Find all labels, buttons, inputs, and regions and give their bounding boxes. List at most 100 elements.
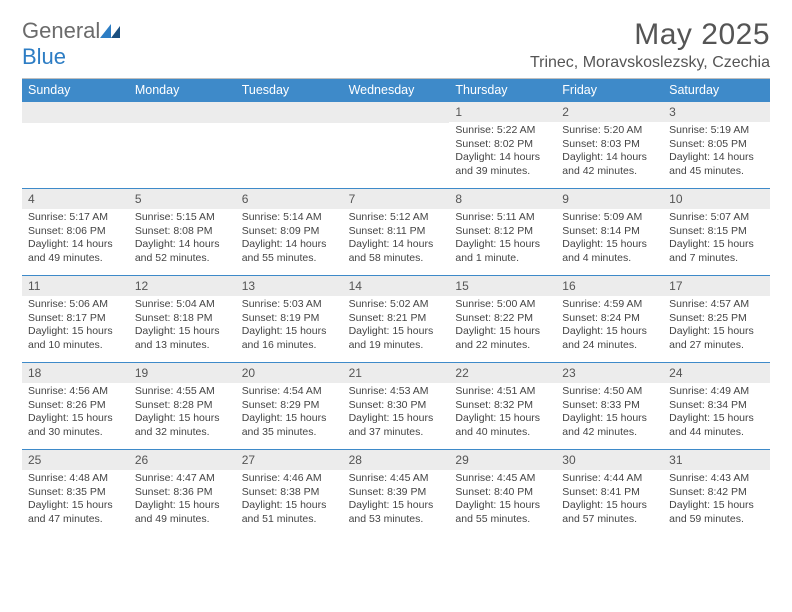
sunrise-text: Sunrise: 4:49 AM	[669, 385, 764, 399]
sunrise-text: Sunrise: 5:12 AM	[349, 211, 444, 225]
sunrise-text: Sunrise: 4:46 AM	[242, 472, 337, 486]
sunset-text: Sunset: 8:40 PM	[455, 486, 550, 500]
weekday-mon: Monday	[129, 79, 236, 102]
day-cell: 26Sunrise: 4:47 AMSunset: 8:36 PMDayligh…	[129, 450, 236, 536]
day-cell: 14Sunrise: 5:02 AMSunset: 8:21 PMDayligh…	[343, 276, 450, 362]
sunset-text: Sunset: 8:34 PM	[669, 399, 764, 413]
daylight-text: Daylight: 14 hours and 42 minutes.	[562, 151, 657, 178]
logo: General Blue	[22, 18, 122, 70]
sunset-text: Sunset: 8:42 PM	[669, 486, 764, 500]
day-cell: 31Sunrise: 4:43 AMSunset: 8:42 PMDayligh…	[663, 450, 770, 536]
day-number: 21	[343, 363, 450, 383]
sunrise-text: Sunrise: 4:51 AM	[455, 385, 550, 399]
sunrise-text: Sunrise: 5:14 AM	[242, 211, 337, 225]
sunset-text: Sunset: 8:08 PM	[135, 225, 230, 239]
day-number: 19	[129, 363, 236, 383]
day-cell	[22, 102, 129, 188]
day-cell: 19Sunrise: 4:55 AMSunset: 8:28 PMDayligh…	[129, 363, 236, 449]
day-cell: 3Sunrise: 5:19 AMSunset: 8:05 PMDaylight…	[663, 102, 770, 188]
daylight-text: Daylight: 15 hours and 22 minutes.	[455, 325, 550, 352]
sunset-text: Sunset: 8:26 PM	[28, 399, 123, 413]
daylight-text: Daylight: 15 hours and 55 minutes.	[455, 499, 550, 526]
daylight-text: Daylight: 15 hours and 51 minutes.	[242, 499, 337, 526]
day-number: 9	[556, 189, 663, 209]
empty-day	[343, 102, 450, 123]
day-content: Sunrise: 5:14 AMSunset: 8:09 PMDaylight:…	[236, 209, 343, 270]
sunset-text: Sunset: 8:25 PM	[669, 312, 764, 326]
weekday-sun: Sunday	[22, 79, 129, 102]
daylight-text: Daylight: 15 hours and 10 minutes.	[28, 325, 123, 352]
calendar-header: Sunday Monday Tuesday Wednesday Thursday…	[22, 79, 770, 102]
day-cell: 8Sunrise: 5:11 AMSunset: 8:12 PMDaylight…	[449, 189, 556, 275]
daylight-text: Daylight: 15 hours and 57 minutes.	[562, 499, 657, 526]
day-cell	[129, 102, 236, 188]
calendar-body: 1Sunrise: 5:22 AMSunset: 8:02 PMDaylight…	[22, 102, 770, 536]
day-number: 3	[663, 102, 770, 122]
daylight-text: Daylight: 14 hours and 39 minutes.	[455, 151, 550, 178]
day-cell: 2Sunrise: 5:20 AMSunset: 8:03 PMDaylight…	[556, 102, 663, 188]
day-number: 31	[663, 450, 770, 470]
daylight-text: Daylight: 15 hours and 44 minutes.	[669, 412, 764, 439]
daylight-text: Daylight: 14 hours and 52 minutes.	[135, 238, 230, 265]
daylight-text: Daylight: 15 hours and 47 minutes.	[28, 499, 123, 526]
empty-day	[236, 102, 343, 123]
day-number: 13	[236, 276, 343, 296]
day-cell: 16Sunrise: 4:59 AMSunset: 8:24 PMDayligh…	[556, 276, 663, 362]
day-content: Sunrise: 5:19 AMSunset: 8:05 PMDaylight:…	[663, 122, 770, 183]
daylight-text: Daylight: 15 hours and 40 minutes.	[455, 412, 550, 439]
daylight-text: Daylight: 15 hours and 30 minutes.	[28, 412, 123, 439]
sunrise-text: Sunrise: 5:03 AM	[242, 298, 337, 312]
logo-word2: Blue	[22, 44, 66, 69]
daylight-text: Daylight: 15 hours and 42 minutes.	[562, 412, 657, 439]
day-number: 28	[343, 450, 450, 470]
day-content: Sunrise: 4:57 AMSunset: 8:25 PMDaylight:…	[663, 296, 770, 357]
sunrise-text: Sunrise: 5:15 AM	[135, 211, 230, 225]
sunset-text: Sunset: 8:06 PM	[28, 225, 123, 239]
title-block: May 2025 Trinec, Moravskoslezsky, Czechi…	[530, 18, 770, 72]
sunset-text: Sunset: 8:18 PM	[135, 312, 230, 326]
day-cell: 28Sunrise: 4:45 AMSunset: 8:39 PMDayligh…	[343, 450, 450, 536]
day-content: Sunrise: 5:04 AMSunset: 8:18 PMDaylight:…	[129, 296, 236, 357]
day-number: 7	[343, 189, 450, 209]
sunset-text: Sunset: 8:28 PM	[135, 399, 230, 413]
day-content: Sunrise: 5:02 AMSunset: 8:21 PMDaylight:…	[343, 296, 450, 357]
day-cell: 20Sunrise: 4:54 AMSunset: 8:29 PMDayligh…	[236, 363, 343, 449]
day-content: Sunrise: 4:50 AMSunset: 8:33 PMDaylight:…	[556, 383, 663, 444]
calendar: Sunday Monday Tuesday Wednesday Thursday…	[22, 78, 770, 536]
calendar-week: 11Sunrise: 5:06 AMSunset: 8:17 PMDayligh…	[22, 275, 770, 362]
day-number: 6	[236, 189, 343, 209]
day-number: 23	[556, 363, 663, 383]
weekday-fri: Friday	[556, 79, 663, 102]
day-content: Sunrise: 5:07 AMSunset: 8:15 PMDaylight:…	[663, 209, 770, 270]
sunset-text: Sunset: 8:41 PM	[562, 486, 657, 500]
sunset-text: Sunset: 8:14 PM	[562, 225, 657, 239]
day-number: 22	[449, 363, 556, 383]
sunrise-text: Sunrise: 5:09 AM	[562, 211, 657, 225]
sunrise-text: Sunrise: 5:00 AM	[455, 298, 550, 312]
sunrise-text: Sunrise: 5:04 AM	[135, 298, 230, 312]
logo-text: General Blue	[22, 18, 122, 70]
sunset-text: Sunset: 8:12 PM	[455, 225, 550, 239]
day-number: 8	[449, 189, 556, 209]
sunset-text: Sunset: 8:22 PM	[455, 312, 550, 326]
sunrise-text: Sunrise: 4:45 AM	[349, 472, 444, 486]
day-cell: 15Sunrise: 5:00 AMSunset: 8:22 PMDayligh…	[449, 276, 556, 362]
sunrise-text: Sunrise: 4:47 AM	[135, 472, 230, 486]
day-cell: 29Sunrise: 4:45 AMSunset: 8:40 PMDayligh…	[449, 450, 556, 536]
day-content: Sunrise: 4:59 AMSunset: 8:24 PMDaylight:…	[556, 296, 663, 357]
sunrise-text: Sunrise: 5:06 AM	[28, 298, 123, 312]
day-content: Sunrise: 4:47 AMSunset: 8:36 PMDaylight:…	[129, 470, 236, 531]
day-cell: 17Sunrise: 4:57 AMSunset: 8:25 PMDayligh…	[663, 276, 770, 362]
day-number: 29	[449, 450, 556, 470]
weekday-sat: Saturday	[663, 79, 770, 102]
day-cell: 1Sunrise: 5:22 AMSunset: 8:02 PMDaylight…	[449, 102, 556, 188]
sunrise-text: Sunrise: 4:54 AM	[242, 385, 337, 399]
day-cell: 4Sunrise: 5:17 AMSunset: 8:06 PMDaylight…	[22, 189, 129, 275]
day-cell: 21Sunrise: 4:53 AMSunset: 8:30 PMDayligh…	[343, 363, 450, 449]
day-content: Sunrise: 4:55 AMSunset: 8:28 PMDaylight:…	[129, 383, 236, 444]
day-number: 16	[556, 276, 663, 296]
sunrise-text: Sunrise: 4:56 AM	[28, 385, 123, 399]
sunset-text: Sunset: 8:03 PM	[562, 138, 657, 152]
sunset-text: Sunset: 8:02 PM	[455, 138, 550, 152]
sunrise-text: Sunrise: 5:19 AM	[669, 124, 764, 138]
